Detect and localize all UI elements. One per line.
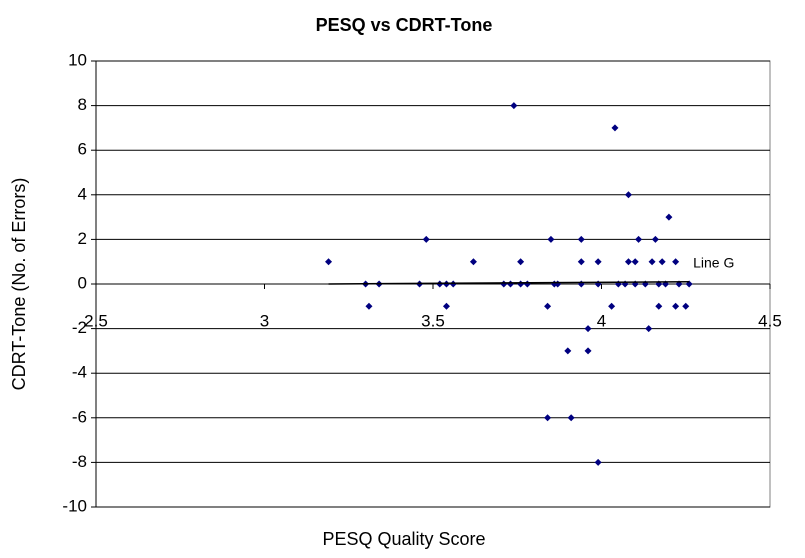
point (651, 235, 659, 243)
point (672, 258, 680, 266)
point (645, 325, 653, 333)
point (655, 302, 663, 310)
x-tick-label: 3 (260, 311, 269, 330)
x-tick-label: 3.5 (421, 311, 445, 330)
chart-title: PESQ vs CDRT-Tone (316, 15, 493, 35)
point (577, 235, 585, 243)
point (564, 347, 572, 355)
point (365, 302, 373, 310)
point (624, 258, 632, 266)
y-tick-label: 8 (78, 95, 87, 114)
point (517, 258, 525, 266)
trendline-label: Line G (693, 254, 734, 270)
y-tick-label: -10 (62, 496, 87, 515)
y-tick-label: 2 (78, 229, 87, 248)
y-tick-label: -8 (72, 452, 87, 471)
x-tick-label: 4.5 (758, 311, 782, 330)
point (584, 325, 592, 333)
x-tick-label: 4 (597, 311, 606, 330)
trendline (328, 281, 690, 285)
point (594, 458, 602, 466)
y-tick-label: -6 (72, 407, 87, 426)
point (442, 302, 450, 310)
point (510, 102, 518, 110)
point (547, 235, 555, 243)
point (544, 414, 552, 422)
point (577, 280, 585, 288)
point (469, 258, 477, 266)
point (672, 302, 680, 310)
y-axis-title: CDRT-Tone (No. of Errors) (9, 178, 29, 391)
point (325, 258, 333, 266)
x-axis-title: PESQ Quality Score (322, 529, 485, 549)
point (449, 280, 457, 288)
point (624, 191, 632, 199)
y-tick-label: 10 (68, 50, 87, 69)
point (608, 302, 616, 310)
point (422, 235, 430, 243)
point (635, 235, 643, 243)
point (631, 258, 639, 266)
point (658, 258, 666, 266)
y-tick-label: 0 (78, 273, 87, 292)
point (544, 302, 552, 310)
point (648, 258, 656, 266)
point (665, 213, 673, 221)
y-tick-label: -4 (72, 363, 87, 382)
point (584, 347, 592, 355)
point (523, 280, 531, 288)
point (611, 124, 619, 132)
point (517, 280, 525, 288)
point (682, 302, 690, 310)
x-tick-label: 2.5 (84, 311, 108, 330)
point (594, 258, 602, 266)
y-tick-label: 4 (78, 184, 87, 203)
y-tick-label: -2 (72, 318, 87, 337)
y-tick-label: 6 (78, 140, 87, 159)
point (567, 414, 575, 422)
point (577, 258, 585, 266)
point (500, 280, 508, 288)
point (507, 280, 515, 288)
point (594, 280, 602, 288)
